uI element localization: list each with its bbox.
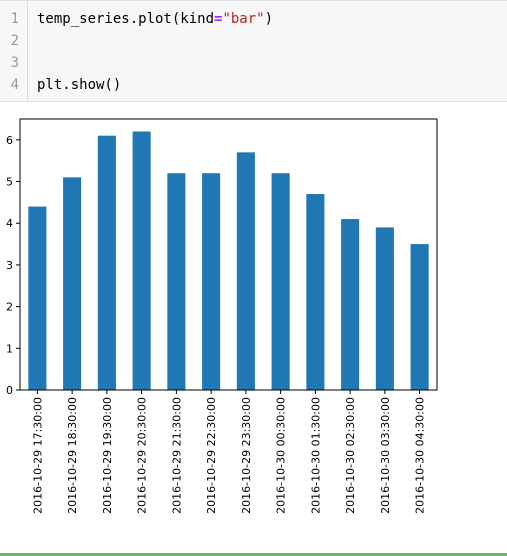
y-tick-label: 0	[6, 384, 13, 397]
code-line-4[interactable]: plt.show()	[37, 77, 122, 93]
bar	[202, 173, 221, 390]
bar	[132, 131, 151, 390]
plot-frame	[19, 118, 438, 391]
y-tick-label: 6	[6, 134, 13, 147]
x-tick-label: 2016-10-29 23:30:00	[240, 397, 253, 514]
x-tick-label: 2016-10-30 03:30:00	[379, 397, 392, 514]
x-tick-label: 2016-10-29 21:30:00	[170, 397, 183, 514]
x-tick-label: 2016-10-30 01:30:00	[309, 397, 322, 514]
x-tick-label: 2016-10-30 02:30:00	[344, 397, 357, 514]
code-cell[interactable]: 1 2 3 4 temp_series.plot(kind="bar") plt…	[0, 0, 507, 102]
y-tick-label: 3	[6, 259, 13, 272]
bar	[167, 173, 186, 390]
x-tick-label: 2016-10-29 19:30:00	[101, 397, 114, 514]
y-tick-label: 4	[6, 217, 13, 230]
x-tick-label: 2016-10-29 22:30:00	[205, 397, 218, 514]
line-number: 1	[10, 11, 19, 27]
code-string: "bar"	[222, 11, 265, 27]
line-number-gutter: 1 2 3 4	[0, 1, 28, 101]
line-number: 3	[10, 55, 19, 71]
y-tick-label: 2	[6, 301, 13, 314]
line-number: 4	[10, 77, 19, 93]
bar	[375, 227, 394, 390]
y-tick-label: 1	[6, 342, 13, 355]
bar	[28, 206, 47, 390]
x-tick-label: 2016-10-30 00:30:00	[275, 397, 288, 514]
x-tick-label: 2016-10-29 20:30:00	[136, 397, 149, 514]
x-tick-label: 2016-10-30 04:30:00	[414, 397, 427, 514]
bar	[271, 173, 290, 390]
cell-output: 0 1 2 3 4 5 6 2016-10-29 17:30:00 2016-10-29 18…	[0, 108, 507, 548]
bar	[410, 244, 429, 390]
code-operator: =	[214, 11, 223, 27]
code-token: )	[264, 11, 274, 27]
bar	[306, 194, 325, 390]
x-tick-label: 2016-10-29 17:30:00	[31, 397, 44, 514]
code-line-1[interactable]: temp_series.plot(kind="bar")	[37, 9, 273, 29]
y-tick-label: 5	[6, 176, 13, 189]
bar	[97, 135, 116, 390]
bar-chart: 0 1 2 3 4 5 6 2016-10-29 17:30:00 2016-10-29 18…	[6, 118, 438, 514]
bar	[341, 219, 360, 390]
x-tick-label: 2016-10-29 18:30:00	[66, 397, 79, 514]
cell-separator	[0, 553, 507, 556]
code-token: temp_series.plot(kind	[37, 11, 215, 27]
bar	[236, 152, 255, 390]
line-number: 2	[10, 33, 19, 49]
bar	[63, 177, 82, 390]
